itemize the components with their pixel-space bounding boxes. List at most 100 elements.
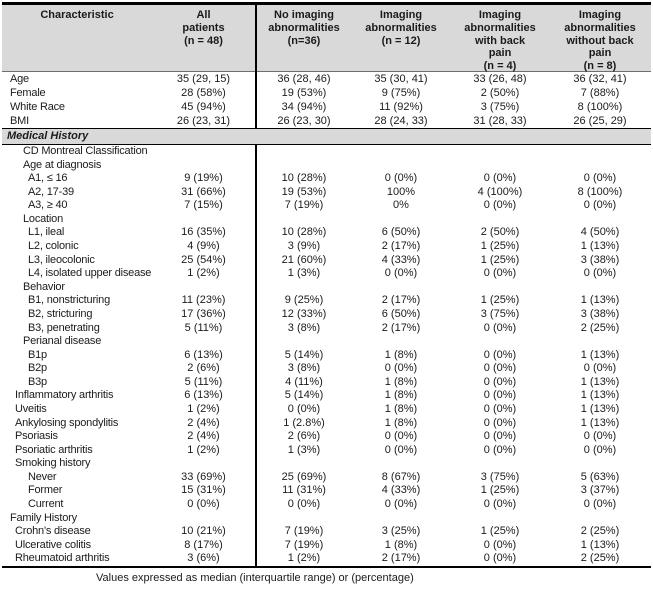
- row-value: 45 (94%): [181, 101, 226, 113]
- column-header-imaging-abnormalities-without-back-pain: Imaging abnormalities without back pain …: [564, 9, 636, 73]
- row-value: 1 (13%): [580, 375, 620, 388]
- row-value: 1 (13%): [580, 538, 620, 551]
- row-label: Crohn's disease: [15, 525, 91, 538]
- row-value: 3 (75%): [480, 101, 520, 113]
- row-value: [152, 281, 255, 295]
- row-value: 21 (60%): [255, 253, 351, 268]
- row-label: L2, colonic: [28, 240, 79, 253]
- row-value: 0 (0%): [384, 443, 418, 456]
- table-footnote: Values expressed as median (interquartil…: [96, 571, 414, 584]
- row-value: 5 (11%): [184, 375, 223, 388]
- row-label: B3, penetrating: [28, 321, 100, 334]
- row-value: 36 (32, 41): [573, 73, 627, 85]
- row-value: 10 (21%): [181, 525, 226, 538]
- row-value: 0 (0%): [483, 199, 517, 212]
- row-value: 28 (24, 33): [374, 115, 428, 127]
- row-value: 26 (23, 30): [255, 114, 351, 128]
- row-label: Rheumatoid arthritis: [15, 552, 110, 565]
- row-value: [549, 281, 651, 295]
- table-row: B2p 2 (6%) 3 (8%) 0 (0%) 0 (0%) 0 (0%): [2, 362, 651, 376]
- column-header-all-patients: All patients (n = 48): [182, 9, 225, 47]
- row-label: A1, ≤ 16: [28, 172, 68, 185]
- row-value: 8 (100%): [577, 101, 623, 113]
- row-value: 19 (53%): [255, 185, 351, 200]
- row-value: 35 (29, 15): [176, 73, 231, 85]
- row-value: 3 (9%): [255, 240, 351, 254]
- table-row: White Race 45 (94%) 34 (94%) 11 (92%) 3 (75%…: [2, 100, 651, 114]
- row-value: 5 (11%): [184, 321, 223, 334]
- row-value: 2 (50%): [480, 226, 520, 239]
- row-value: 0 (0%): [384, 267, 418, 280]
- row-value: 26 (23, 31): [176, 115, 231, 127]
- row-value: 0 (0%): [483, 267, 517, 280]
- row-label: Psoriasis: [15, 430, 58, 443]
- row-value: 0 (0%): [483, 538, 517, 551]
- column-header-no-imaging-abnormalities: No imaging abnormalities (n=36): [255, 5, 351, 73]
- row-label: BMI: [10, 115, 29, 127]
- row-value: 1 (2%): [187, 443, 220, 456]
- row-value: 5 (14%): [255, 389, 351, 403]
- table-top-border: [2, 2, 651, 5]
- row-value: 1 (25%): [480, 484, 520, 497]
- row-value: 1 (13%): [580, 389, 620, 402]
- table-row: L4, isolated upper disease 1 (2%) 1 (3%) 0 …: [2, 267, 651, 281]
- row-value: 0 (0%): [255, 498, 351, 512]
- row-value: 0 (0%): [483, 416, 517, 429]
- row-value: 0 (0%): [583, 172, 617, 185]
- row-value: 9 (19%): [184, 172, 223, 185]
- row-value: 31 (66%): [181, 185, 226, 198]
- table-row: L2, colonic 4 (9%) 3 (9%) 2 (17%) 1 (25%) 1 (…: [2, 240, 651, 254]
- row-value: 1 (3%): [255, 443, 351, 458]
- row-value: 2 (50%): [480, 87, 520, 99]
- row-value: 2 (6%): [255, 430, 351, 444]
- row-value: 1 (13%): [580, 402, 620, 415]
- row-label: Female: [10, 87, 46, 99]
- row-value: 1 (8%): [384, 402, 418, 415]
- table-row: Never 33 (69%) 25 (69%) 8 (67%) 3 (75%) 5 (63…: [2, 470, 651, 485]
- row-value: [255, 212, 351, 227]
- row-value: 1 (2%): [187, 267, 220, 280]
- row-value: 4 (33%): [381, 253, 421, 266]
- row-value: 0 (0%): [187, 498, 220, 511]
- table-row: Age 35 (29, 15) 36 (28, 46) 35 (30, 41) 33 (…: [2, 72, 651, 86]
- row-value: [152, 213, 255, 227]
- table-row: Ankylosing spondylitis 2 (4%) 1 (2.8%) 1 (8…: [2, 416, 651, 431]
- row-value: 31 (28, 33): [473, 115, 527, 127]
- table-row: Psoriasis 2 (4%) 2 (6%) 0 (0%) 0 (0%) 0 (0%): [2, 430, 651, 444]
- table-row: A3, ≥ 40 7 (15%) 7 (19%) 0% 0 (0%) 0 (0%): [2, 199, 651, 213]
- row-value: [152, 145, 255, 159]
- row-value: [351, 512, 451, 526]
- row-value: 1 (13%): [580, 348, 620, 361]
- row-value: 3 (8%): [255, 362, 351, 376]
- row-value: 3 (75%): [480, 307, 520, 320]
- row-value: [255, 145, 351, 159]
- table-row: B3p 5 (11%) 4 (11%) 1 (8%) 0 (0%) 1 (13%): [2, 375, 651, 390]
- row-value: 0 (0%): [583, 430, 617, 443]
- row-value: 1 (25%): [480, 294, 520, 307]
- table-row: Psoriatic arthritis 1 (2%) 1 (3%) 0 (0%) 0 (…: [2, 443, 651, 458]
- row-value: 35 (30, 41): [374, 73, 428, 85]
- row-value: [451, 457, 549, 471]
- table-row: B1p 6 (13%) 5 (14%) 1 (8%) 0 (0%) 1 (13%): [2, 348, 651, 363]
- row-label: L3, ileocolonic: [28, 253, 95, 266]
- table-row: Family History: [2, 511, 651, 526]
- table-bottom-border: [2, 565, 651, 568]
- row-label: Location: [23, 212, 63, 225]
- row-label: B2, stricturing: [28, 307, 93, 320]
- row-value: 4 (11%): [255, 375, 351, 390]
- row-label: Former: [28, 484, 63, 497]
- table-row: Location: [2, 212, 651, 227]
- row-label: Age at diagnosis: [23, 158, 102, 171]
- table-row: Female 28 (58%) 19 (53%) 9 (75%) 2 (50%) 7 (8…: [2, 86, 651, 100]
- row-value: [351, 159, 451, 173]
- row-value: 1 (8%): [384, 389, 418, 402]
- row-value: 3 (37%): [580, 484, 620, 497]
- row-value: [351, 457, 451, 471]
- row-value: 11 (31%): [255, 484, 351, 499]
- medical-history-rows: CD Montreal Classification Age at diagnos…: [2, 145, 651, 566]
- row-label: CD Montreal Classification: [23, 145, 148, 157]
- section-header-medical-history: Medical History: [2, 128, 651, 145]
- row-value: 4 (9%): [187, 240, 220, 253]
- row-value: 1 (25%): [480, 240, 520, 253]
